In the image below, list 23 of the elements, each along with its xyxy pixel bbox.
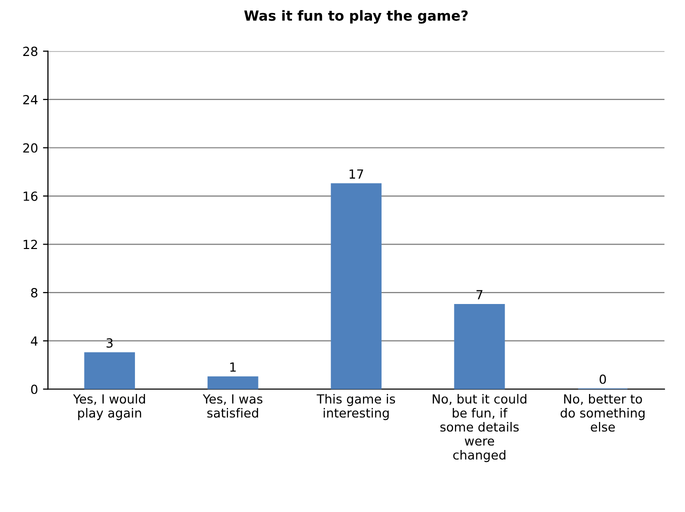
bar <box>330 183 382 390</box>
y-tick-label: 24 <box>23 94 38 104</box>
data-label: 3 <box>106 338 113 348</box>
bar <box>84 352 135 390</box>
y-tick-label: 16 <box>24 191 38 201</box>
x-tick-label: No, but it could be fun, if some details were changed <box>432 394 526 462</box>
bar <box>208 376 258 390</box>
y-tick-label: 20 <box>23 143 38 153</box>
data-label: 0 <box>600 374 606 384</box>
y-tick-label: 28 <box>23 46 38 56</box>
x-tick-label: No, better to do something else <box>560 394 645 432</box>
data-label: 1 <box>230 362 236 372</box>
y-tick-label: 0 <box>31 384 38 394</box>
x-tick-label: Yes, I was satisfied <box>202 394 262 418</box>
x-tick-label: Yes, I would play again <box>73 394 145 420</box>
data-label: 7 <box>476 290 482 300</box>
y-tick-label: 8 <box>31 288 38 298</box>
x-tick-label: This game is interesting <box>316 394 396 420</box>
y-tick-label: 4 <box>30 336 38 346</box>
chart-title: Was it fun to play the game? <box>244 10 468 24</box>
bar <box>454 304 505 390</box>
y-tick-label: 12 <box>24 240 37 250</box>
data-label: 17 <box>350 169 364 179</box>
